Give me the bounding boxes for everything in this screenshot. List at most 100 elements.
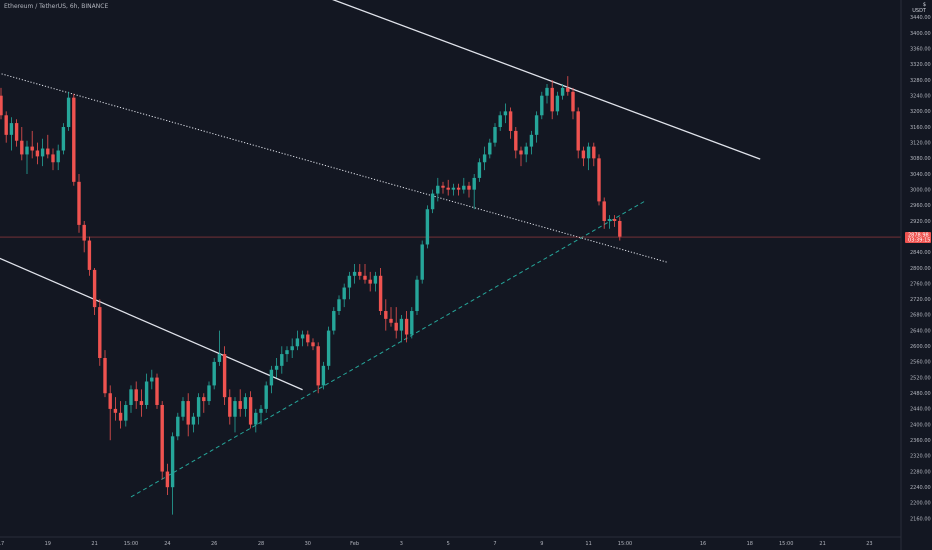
time-tick-label: 3 (400, 541, 403, 547)
candle-body-33 (170, 436, 175, 488)
candle-body-74 (384, 311, 388, 319)
candle-body-76 (394, 322, 398, 331)
candle-body-67 (347, 275, 352, 288)
candle-body-32 (165, 471, 170, 488)
candle-body-73 (378, 275, 383, 312)
candle-body-50 (259, 408, 263, 413)
candle-body-34 (176, 416, 180, 437)
price-tick-label: 3080.00 (910, 156, 931, 162)
candle-body-57 (295, 338, 300, 347)
symbol-name: Ethereum / TetherUS (4, 3, 66, 10)
candle-body-31 (160, 404, 164, 472)
candle-body-68 (352, 271, 357, 276)
candle-body-48 (248, 397, 253, 425)
candle-body-43 (222, 354, 227, 398)
price-tick-label: 2400.00 (910, 422, 931, 428)
candle-body-54 (280, 354, 284, 366)
price-tick-label: 2680.00 (910, 313, 931, 319)
candle-body-94 (488, 142, 492, 155)
price-tick-label: 2840.00 (910, 250, 931, 256)
time-tick-label: 15:00 (618, 541, 632, 547)
price-tick-label: 2480.00 (910, 391, 931, 397)
price-tick-label: 2760.00 (910, 281, 931, 287)
candle-body-22 (113, 408, 118, 413)
candle-body-78 (404, 318, 409, 335)
price-tick-label: 2960.00 (910, 203, 931, 209)
time-tick-label: 17 (0, 541, 4, 547)
candle-body-11 (56, 150, 60, 163)
candle-body-19 (98, 307, 102, 359)
candle-body-46 (238, 401, 242, 409)
candle-body-55 (285, 350, 289, 355)
candle-body-53 (274, 365, 279, 370)
price-tick-label: 2200.00 (910, 501, 931, 507)
candle-body-21 (108, 393, 112, 409)
candle-body-56 (290, 346, 294, 351)
candle-body-0 (0, 95, 3, 116)
candle-body-93 (482, 154, 487, 163)
candle-body-70 (363, 275, 367, 280)
trendline-dashed-3 (130, 200, 647, 498)
candle-body-51 (264, 385, 268, 409)
price-tick-label: 2920.00 (910, 219, 931, 225)
time-tick-label: 9 (540, 541, 543, 547)
candle-body-103 (534, 115, 539, 135)
price-tick-label: 2520.00 (910, 375, 931, 381)
candle-body-29 (150, 377, 154, 382)
candle-body-102 (529, 134, 534, 147)
price-tick-label: 2800.00 (910, 266, 931, 272)
quote-currency: $ USDT (912, 2, 926, 14)
price-tick-label: 3200.00 (910, 109, 931, 115)
candle-body-81 (420, 244, 424, 280)
candle-body-25 (129, 389, 133, 405)
price-tick-label: 3320.00 (910, 62, 931, 68)
candle-body-89 (462, 185, 466, 190)
candle-body-110 (571, 91, 575, 112)
price-tick-label: 2720.00 (910, 297, 931, 303)
candle-body-45 (233, 401, 237, 417)
time-tick-label: 30 (305, 541, 311, 547)
time-tick-label: 11 (585, 541, 591, 547)
price-tick-label: 3040.00 (910, 172, 931, 178)
candle-body-87 (451, 187, 456, 190)
candle-body-79 (410, 311, 414, 335)
symbol-exchange: BINANCE (81, 3, 109, 10)
candle-body-77 (399, 318, 404, 331)
time-tick-label: 15:00 (779, 541, 793, 547)
candle-body-92 (477, 162, 482, 178)
candle-body-101 (524, 146, 528, 155)
candle-body-71 (368, 279, 372, 284)
time-tick-label: 28 (258, 541, 264, 547)
time-tick-label: 26 (211, 541, 217, 547)
candle-body-83 (430, 193, 435, 210)
candle-body-6 (30, 146, 34, 151)
candle-body-106 (550, 87, 554, 112)
quote-currency-symbol: $ (922, 2, 926, 8)
price-tick-label: 3000.00 (910, 187, 931, 193)
candle-body-109 (566, 87, 570, 92)
candle-body-10 (51, 154, 55, 163)
trendline-solid-0 (0, 257, 303, 391)
candle-body-100 (519, 150, 523, 155)
time-tick-label: 16 (700, 541, 706, 547)
candle-body-95 (493, 127, 497, 143)
time-tick-label: 7 (493, 541, 496, 547)
candle-body-104 (540, 95, 544, 116)
time-tick-label: 5 (447, 541, 450, 547)
price-tick-label: 2160.00 (910, 516, 931, 522)
candle-body-7 (35, 150, 40, 157)
candle-body-63 (326, 330, 331, 366)
last-price-box (905, 232, 931, 244)
price-tick-label: 3360.00 (910, 47, 931, 53)
candle-body-58 (300, 334, 305, 339)
candle-body-113 (586, 146, 591, 159)
candle-body-41 (212, 361, 216, 386)
candle-body-98 (508, 111, 513, 131)
candle-body-60 (311, 342, 315, 347)
candle-body-26 (134, 389, 138, 402)
time-tick-label: 23 (866, 541, 872, 547)
candle-body-105 (545, 87, 549, 96)
candle-body-84 (436, 185, 440, 194)
candle-body-86 (446, 187, 450, 190)
